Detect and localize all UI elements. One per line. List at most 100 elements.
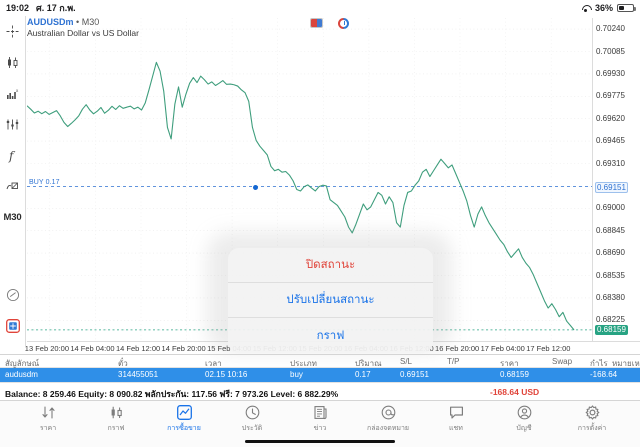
news-icon <box>313 404 328 421</box>
menu-item-close-position[interactable]: ปิดสถานะ <box>228 248 433 283</box>
status-bar-right: 36% <box>581 3 636 13</box>
nav-item-label: แชท <box>449 424 463 432</box>
time-tick: 17 Feb 12:00 <box>526 344 571 353</box>
status-date: ศ. 17 ก.พ. <box>36 3 76 13</box>
time-tick: 14 Feb 20:00 <box>161 344 206 353</box>
table-header-cell: ประเภท <box>290 358 317 368</box>
entry-marker <box>253 184 258 190</box>
menu-item-chart[interactable]: กราฟ <box>316 327 345 342</box>
price-tick: 0.68690 <box>596 248 625 258</box>
price-tick: 0.69310 <box>596 158 625 168</box>
nav-item-arrows-updown[interactable]: ราคา <box>26 404 70 434</box>
price-tick: 0.68380 <box>596 292 625 302</box>
symbol-block: AUDUSDm • M30 Australian Dollar vs US Do… <box>27 17 139 38</box>
time-tick: 16 Feb 20:00 <box>435 344 480 353</box>
gear-icon <box>585 404 600 421</box>
crosshair-icon <box>6 25 19 38</box>
nav-item-mailbox-at[interactable]: กล่องจดหมาย <box>366 404 410 434</box>
home-indicator <box>245 439 395 443</box>
function-tool[interactable]: f <box>0 140 26 171</box>
symbol-line: AUDUSDm • M30 <box>27 17 139 28</box>
nav-item-trade-chart[interactable]: การซื้อขาย <box>162 404 206 434</box>
symbol-description: Australian Dollar vs US Dollar <box>27 27 139 38</box>
status-bar-left: 19:02 ศ. 17 ก.พ. <box>6 1 76 15</box>
calendar-icon[interactable] <box>310 18 323 28</box>
chart-header[interactable]: AUDUSDm • M30 Australian Dollar vs US Do… <box>27 16 592 40</box>
svg-text:f: f <box>8 149 16 163</box>
timeframe-button[interactable]: M30 <box>0 202 26 233</box>
table-cell-price: 0.68159 <box>500 370 529 379</box>
total-profit-value: -168.64 <box>490 386 519 397</box>
nav-item-label: ข่าว <box>313 424 327 432</box>
table-cell-volume: 0.17 <box>355 370 371 379</box>
table-header-row: สัญลักษณ์ ตั๋ว เวลา ประเภท ปริมาณ S/L T/P ราคา S… <box>0 355 640 368</box>
bottom-nav: ราคา กราฟ การซื้อขาย ประวัติ ข่าว กล่องจดหมาย… <box>0 400 640 447</box>
popup-menu[interactable]: ปิดสถานะ ปรับเปลี่ยนสถานะกราฟ <box>228 248 433 353</box>
clock-icon <box>245 404 260 421</box>
last-price-label: 0.68159 <box>595 324 628 335</box>
mailbox-at-icon <box>381 404 396 421</box>
symbol-name: AUDUSDm <box>27 17 74 27</box>
nav-item-gear[interactable]: การตั้งค่า <box>570 404 614 434</box>
battery-percent: 36% <box>594 3 613 13</box>
timeframe-label: M30 <box>3 212 22 223</box>
nav-item-label: บัญชี <box>516 424 532 432</box>
fullscreen-target-icon <box>5 318 20 333</box>
function-icon: f <box>8 149 16 163</box>
symbol-separator: • <box>76 17 80 27</box>
battery-icon <box>617 4 636 12</box>
status-bar: 19:02 ศ. 17 ก.พ. 36% <box>0 0 640 16</box>
time-tick: 14 Feb 04:00 <box>70 344 115 353</box>
indicators-tool[interactable]: x <box>0 78 26 109</box>
nav-item-clock[interactable]: ประวัติ <box>230 404 274 434</box>
price-tick: 0.70240 <box>596 24 625 34</box>
chart-header-icons <box>310 18 349 29</box>
nav-item-label: กล่องจดหมาย <box>366 424 410 432</box>
nav-item-account-circle[interactable]: บัญชี <box>502 404 546 434</box>
price-tick: 0.69465 <box>596 136 625 146</box>
clock-icon[interactable] <box>338 18 349 29</box>
menu-item-modify-position[interactable]: ปรับเปลี่ยนสถานะ <box>228 283 433 318</box>
table-header-cell: เวลา <box>205 358 222 368</box>
account-summary: Balance: 8 259.46 Equity: 8 090.82 พลักป… <box>0 382 640 400</box>
table-cell-type: buy <box>290 370 303 379</box>
nav-item-label: ราคา <box>39 424 57 432</box>
arrows-updown-icon <box>41 404 56 421</box>
price-tick: 0.70085 <box>596 46 625 56</box>
symbol-timeframe: M30 <box>81 17 100 27</box>
chart-type-tool[interactable] <box>0 47 26 78</box>
nav-item-chat-bubble[interactable]: แชท <box>434 404 478 434</box>
table-header-cell: หมายเหตุ <box>612 358 640 368</box>
nav-item-candlestick[interactable]: กราฟ <box>94 404 138 434</box>
nav-item-label: กราฟ <box>107 424 125 432</box>
table-cell-time: 02.15 10:16 <box>205 370 248 379</box>
objects-tool[interactable] <box>0 171 26 202</box>
left-toolbar: x f M30 <box>0 16 26 346</box>
time-tick: 13 Feb 20:00 <box>24 344 69 353</box>
chart-plot[interactable]: BUY 0.17 <box>27 18 592 341</box>
status-time: 19:02 <box>6 3 30 13</box>
table-row[interactable]: audusdm 314455051 02.15 10:16 buy 0.17 0.6915… <box>0 368 640 382</box>
crosshair-tool[interactable] <box>0 16 26 47</box>
clock-unfilled-icon <box>6 288 19 301</box>
price-line-chart <box>27 18 592 341</box>
table-header-cell: กำไร <box>590 358 608 368</box>
balance-text: Balance: 8 259.46 Equity: 8 090.82 พลักป… <box>5 388 339 399</box>
table-header-cell: S/L <box>400 356 413 366</box>
nav-item-label: การตั้งค่า <box>577 424 607 432</box>
trade-table: สัญลักษณ์ ตั๋ว เวลา ประเภท ปริมาณ S/L T/P ราคา S… <box>0 354 640 400</box>
trade-chart-icon <box>176 404 192 421</box>
table-header-cell: T/P <box>447 356 460 366</box>
settings-sliders-tool[interactable] <box>0 109 26 140</box>
price-tick: 0.68845 <box>596 225 625 235</box>
table-cell-ticket: 314455051 <box>118 370 159 379</box>
crosshair-toggle[interactable] <box>0 310 26 341</box>
history-tool[interactable] <box>0 279 26 310</box>
price-axis[interactable]: 0.70240 0.70085 0.69930 0.69775 0.69620 0.694… <box>592 18 640 341</box>
price-tick: 0.68225 <box>596 315 625 325</box>
chat-bubble-icon <box>449 404 464 421</box>
wifi-icon <box>581 4 592 12</box>
nav-item-news[interactable]: ข่าว <box>298 404 342 434</box>
nav-item-label: ประวัติ <box>241 424 263 432</box>
table-header-cell: สัญลักษณ์ <box>5 358 40 368</box>
